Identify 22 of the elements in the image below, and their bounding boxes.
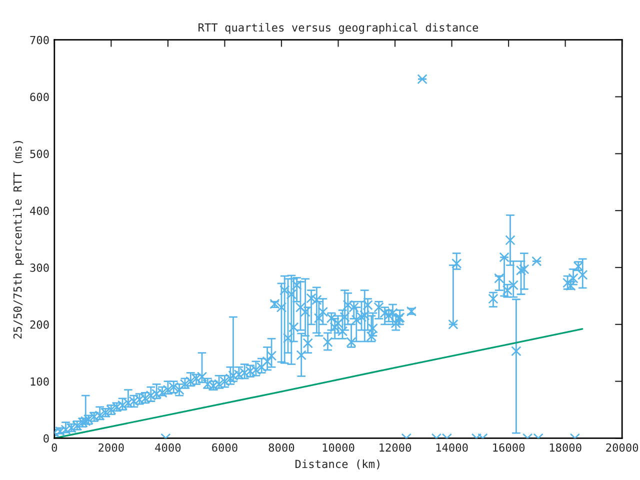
y-axis-title: 25/50/75th percentile RTT (ms) <box>13 141 24 339</box>
y-tick-label: 200 <box>30 320 49 329</box>
x-axis-title: Distance (km) <box>296 460 380 470</box>
x-tick-label: 8000 <box>268 443 294 452</box>
chart-title: RTT quartiles versus geographical distance <box>198 23 478 34</box>
x-tick-label: 12000 <box>380 443 412 452</box>
y-tick-label: 600 <box>30 92 49 102</box>
x-tick-label: 16000 <box>493 443 525 452</box>
x-tick-label: 10000 <box>322 443 354 452</box>
x-tick-label: 2000 <box>98 443 124 452</box>
y-tick-label: 100 <box>30 377 49 386</box>
y-tick-label: 0 <box>44 434 49 443</box>
y-tick-label: 500 <box>30 150 49 158</box>
y-tick-label: 300 <box>30 264 49 272</box>
x-tick-label: 6000 <box>212 443 238 452</box>
y-tick-label: 700 <box>30 36 49 44</box>
y-tick-label: 400 <box>30 206 49 215</box>
x-tick-label: 14000 <box>436 443 468 452</box>
x-tick-label: 20000 <box>606 443 638 452</box>
x-tick-label: 0 <box>52 443 58 452</box>
x-tick-label: 18000 <box>550 443 582 452</box>
x-tick-label: 4000 <box>155 443 181 452</box>
